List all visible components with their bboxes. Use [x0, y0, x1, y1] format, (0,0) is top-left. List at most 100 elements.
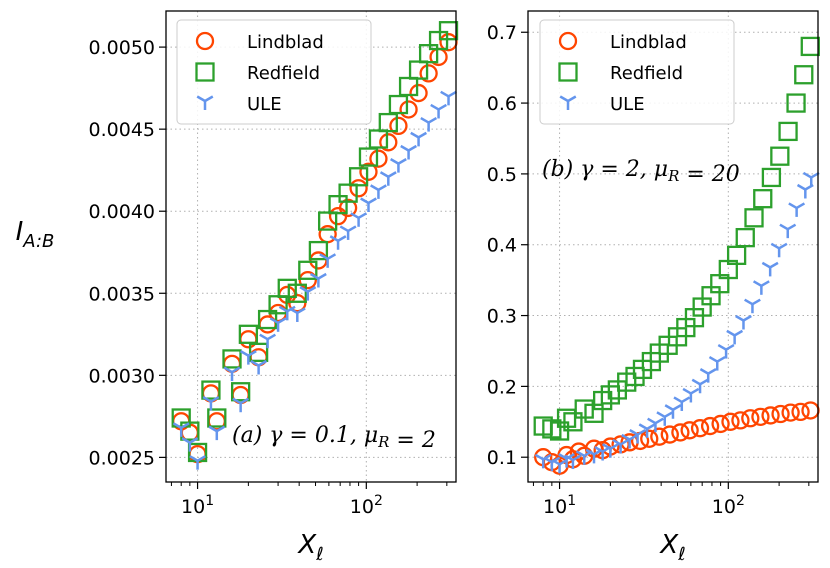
ule-arm-right [742, 314, 752, 322]
legend-label-lindblad: Lindblad [610, 32, 687, 53]
ule-arm-left [360, 197, 370, 205]
ule-arm-left [575, 450, 585, 457]
ule-arm-right [204, 95, 214, 103]
data-point [232, 397, 250, 413]
ule-arm-left [400, 144, 410, 152]
data-point [721, 412, 740, 431]
ule-arm-right [447, 90, 457, 98]
ule-arm-left [647, 417, 657, 425]
data-point [726, 329, 744, 345]
data-point [699, 368, 717, 383]
data-point [338, 183, 358, 203]
data-point [400, 144, 417, 160]
data-point [181, 437, 199, 452]
data-point [691, 378, 709, 394]
ule-arm-right [716, 356, 726, 363]
ule-arm-left [390, 158, 400, 165]
series-ule [172, 90, 457, 470]
legend-label-lindblad: Lindblad [247, 32, 324, 53]
data-point [202, 396, 220, 411]
data-point [408, 60, 429, 80]
ule-arm-left [796, 183, 806, 191]
data-point [439, 33, 458, 52]
ule-arm-left [181, 437, 191, 444]
data-point [563, 412, 583, 432]
data-point [770, 146, 790, 166]
legend: Lindblad Redfield ULE [176, 19, 372, 125]
ule-arm-right [277, 317, 287, 324]
ule-arm-left [551, 458, 561, 466]
data-point [348, 167, 369, 187]
data-point [638, 423, 656, 438]
ule-arm-left [239, 350, 249, 357]
data-point [574, 399, 594, 419]
data-point [711, 414, 730, 434]
data-point [753, 189, 773, 209]
x-axis-label-main: X [658, 530, 679, 560]
data-point [430, 103, 447, 119]
ule-arm-right [317, 272, 327, 280]
axes-frame [165, 10, 457, 483]
ule-arm-right [646, 423, 656, 430]
data-point [682, 387, 700, 403]
data-point [379, 171, 397, 186]
ule-arm-right [681, 396, 691, 404]
x-axis-label-subscript: ℓ [677, 544, 685, 565]
data-point [339, 225, 357, 240]
ule-arm-right [417, 131, 427, 139]
tick-exponent: 1 [567, 493, 576, 509]
data-point [238, 324, 259, 344]
y-tick-label: 0.0030 [89, 365, 155, 387]
tick-base: 10 [350, 496, 374, 518]
ule-arm-right [619, 438, 630, 446]
tick-base: 10 [181, 496, 205, 518]
ule-arm-right [567, 95, 577, 103]
panel-annotation: (b) γ = 2, μR = 20 [542, 157, 740, 187]
ule-arm-right [296, 307, 306, 315]
annotation-subscript: R [667, 167, 679, 185]
ule-arm-right [180, 422, 190, 429]
ule-arm-right [707, 368, 717, 375]
ule-arm-left [269, 317, 279, 324]
data-point [420, 117, 438, 132]
ule-arm-left [202, 396, 212, 403]
data-point [564, 454, 582, 470]
annotation-subscript: R [377, 433, 389, 451]
ule-arm-left [585, 448, 595, 456]
ule-arm-right [572, 454, 582, 462]
x-axis-label-main: X [296, 530, 317, 560]
legend: Lindblad Redfield ULE [539, 19, 735, 125]
ule-arm-left [278, 305, 288, 313]
data-point [257, 309, 278, 330]
ule-arm-left [744, 298, 754, 306]
data-point [761, 261, 779, 277]
data-point [778, 121, 798, 142]
legend-marker-ule [196, 95, 214, 110]
ule-arm-left [319, 253, 329, 260]
ule-arm-right [725, 343, 735, 351]
y-axis-label: IA:B [16, 217, 55, 252]
data-point [428, 30, 449, 51]
data-point [317, 211, 338, 231]
data-point [309, 272, 327, 288]
ule-arm-left [629, 428, 639, 436]
ule-arm-left [208, 425, 218, 433]
data-point [671, 423, 690, 442]
ule-arm-left [543, 456, 553, 464]
data-point [250, 359, 268, 375]
ule-arm-right [196, 455, 206, 462]
ule-arm-right [327, 253, 337, 260]
ule-arm-left [656, 411, 666, 418]
ule-arm-left [752, 280, 762, 287]
data-point [207, 408, 227, 428]
ule-arm-left [664, 404, 674, 411]
data-point [801, 401, 820, 420]
data-point [358, 147, 379, 167]
data-point [802, 171, 820, 187]
y-tick-label: 0.4 [487, 235, 517, 257]
data-point [656, 411, 674, 426]
y-tick-label: 0.0025 [89, 447, 155, 469]
data-point [735, 227, 755, 248]
